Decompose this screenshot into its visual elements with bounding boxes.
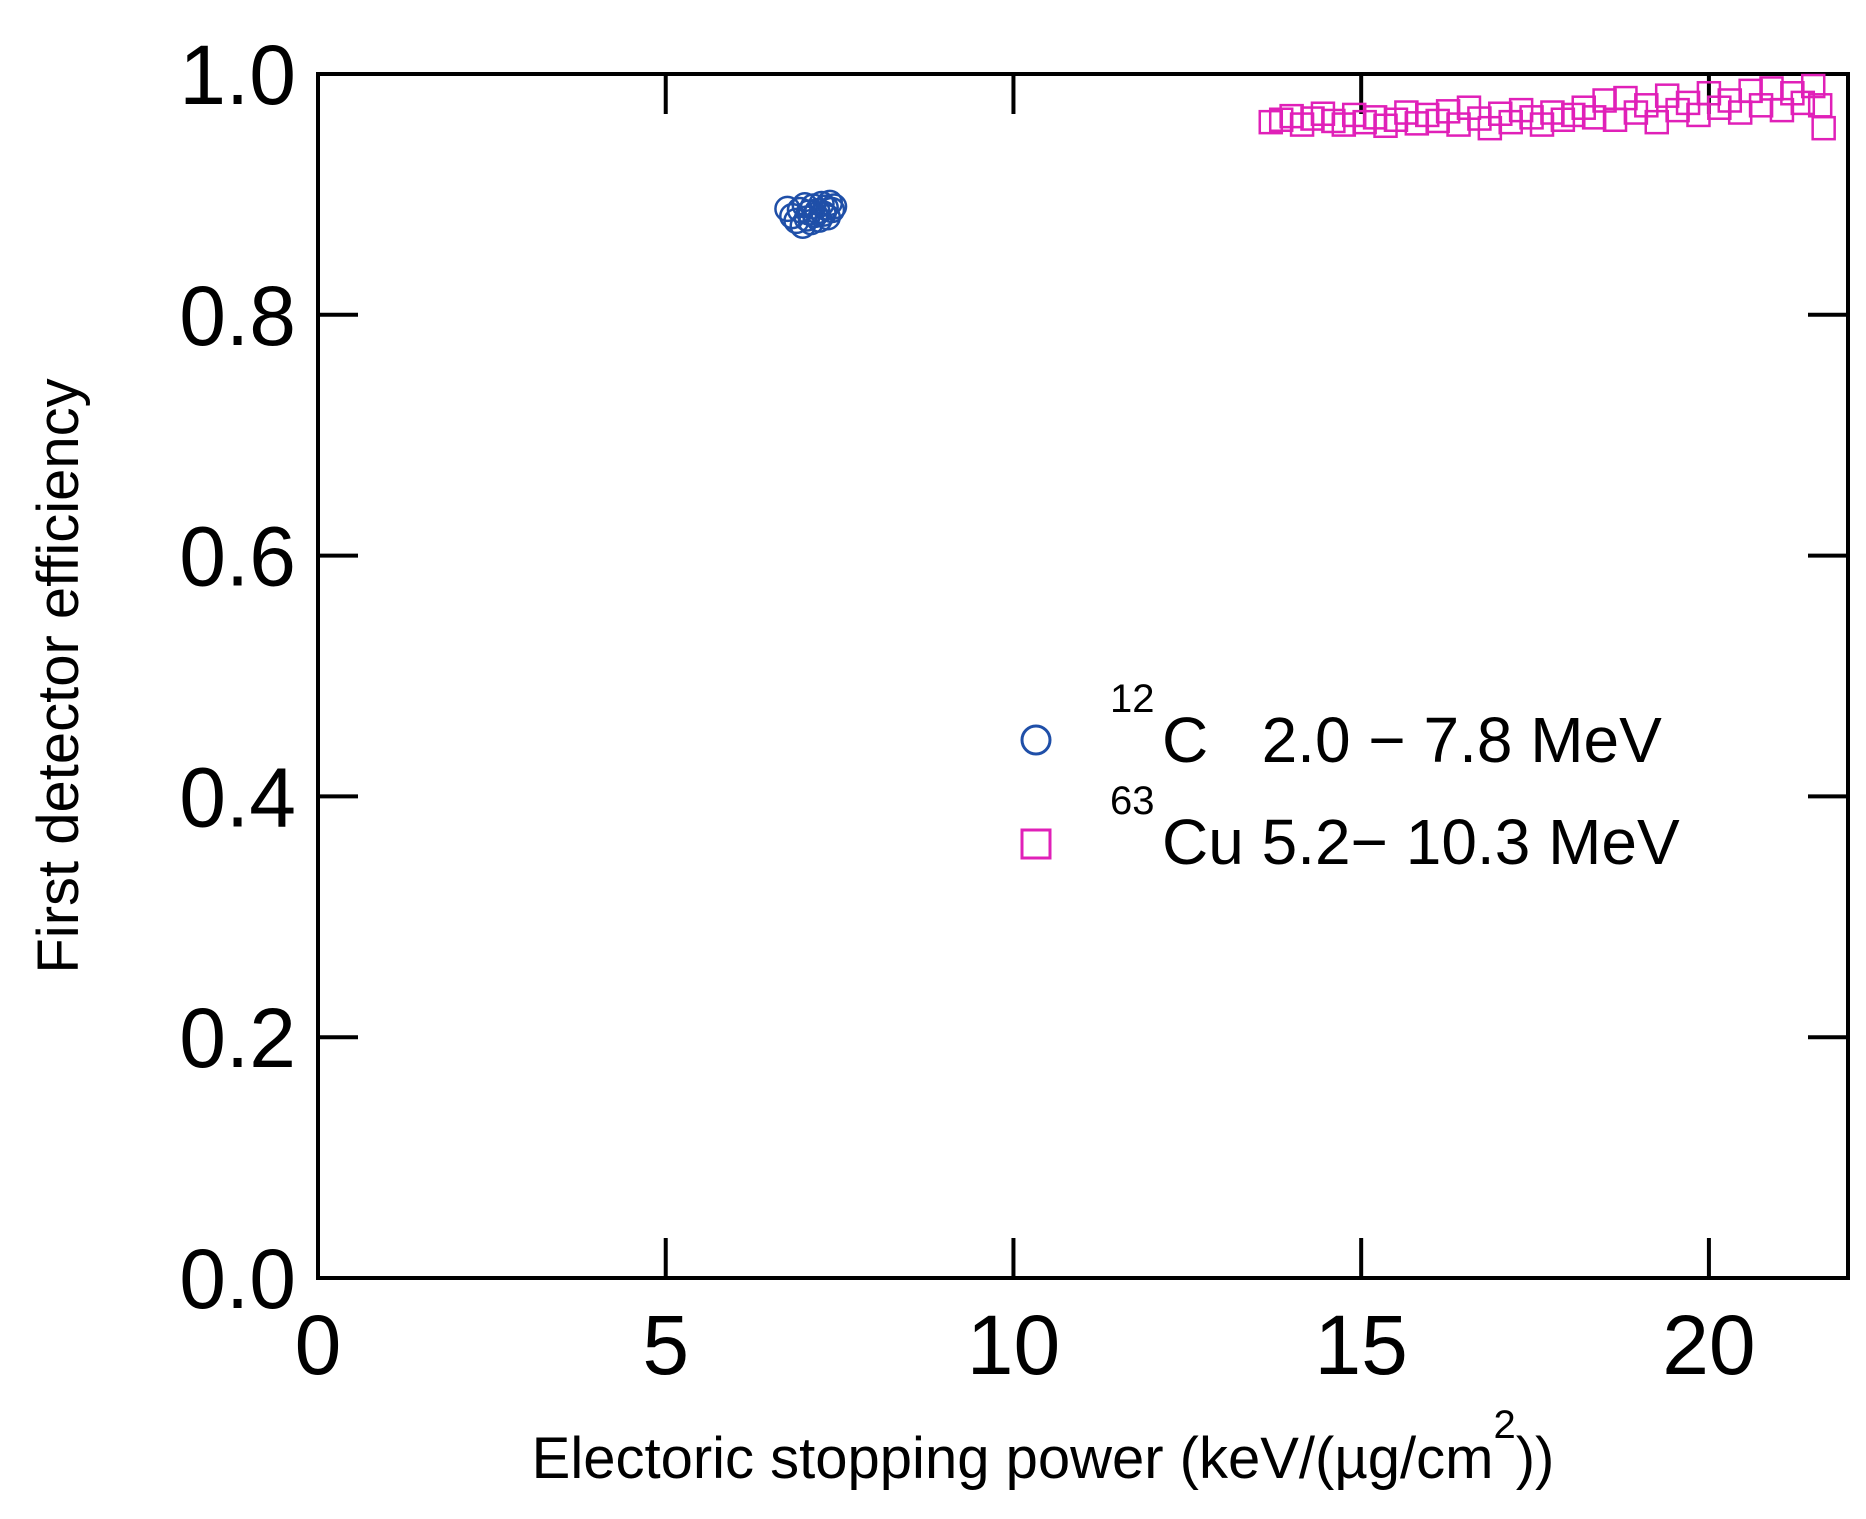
legend-label: C 2.0 − 7.8 MeV: [1162, 704, 1662, 776]
x-tick-label: 15: [1314, 1298, 1407, 1392]
x-axis-title-end: )): [1516, 1426, 1555, 1491]
x-tick-label: 0: [295, 1298, 342, 1392]
axis-ticks: [316, 72, 1848, 1280]
x-tick-label: 10: [967, 1298, 1060, 1392]
x-tick-labels: 0 5 10 15 20: [295, 1298, 1756, 1392]
data-point-square: [1800, 73, 1826, 99]
y-tick-label: 0.6: [179, 510, 296, 604]
y-tick-label: 0.0: [179, 1232, 296, 1326]
data-point-circle: [820, 193, 848, 220]
x-axis-title: Electoric stopping power (keV/(µg/cm2)): [532, 1403, 1555, 1491]
data-point-circle: [818, 196, 846, 224]
y-tick-label: 0.8: [179, 269, 296, 363]
y-tick-labels: 0.0 0.2 0.4 0.6 0.8 1.0: [179, 28, 296, 1326]
legend-item-carbon: 12 C 2.0 − 7.8 MeV: [1020, 677, 1662, 776]
y-tick-label: 0.2: [179, 991, 296, 1085]
x-tick-label: 20: [1662, 1298, 1755, 1392]
y-tick-label: 0.4: [179, 750, 296, 844]
y-tick-label: 1.0: [179, 28, 296, 122]
legend-marker-square: [1020, 828, 1052, 860]
legend-marker-circle: [1020, 724, 1052, 756]
x-axis-title-main: Electoric stopping power (keV/(µg/cm: [532, 1426, 1494, 1491]
x-tick-label: 5: [642, 1298, 689, 1392]
data-points: [774, 73, 1836, 239]
x-axis-title-superscript: 2: [1493, 1403, 1515, 1447]
legend-label-superscript: 63: [1110, 779, 1155, 823]
legend-label-superscript: 12: [1110, 677, 1155, 721]
legend-item-copper: 63 Cu 5.2− 10.3 MeV: [1020, 779, 1680, 878]
data-point-square: [1811, 115, 1836, 141]
legend-label: Cu 5.2− 10.3 MeV: [1162, 806, 1680, 878]
legend: 12 C 2.0 − 7.8 MeV 63 Cu 5.2− 10.3 MeV: [1020, 677, 1680, 878]
y-axis-title: First detector efficiency: [26, 378, 91, 973]
plot-area: [316, 72, 1850, 1280]
